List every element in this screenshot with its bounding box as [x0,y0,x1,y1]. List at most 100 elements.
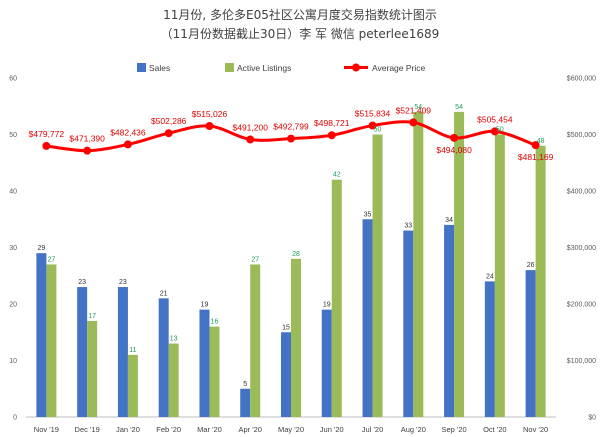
sales-bar [158,298,169,417]
legend-swatch-sales [137,63,146,72]
legend-label-sales: Sales [149,63,170,73]
sales-bar [444,224,455,417]
active-listings-data-label: 27 [251,256,259,263]
average-price-point [327,131,336,140]
left-tick-label: 60 [9,76,17,83]
sales-bar [321,309,332,417]
average-price-data-label: $471,390 [69,134,105,144]
sales-data-label: 35 [364,211,372,218]
sales-data-label: 24 [486,273,494,280]
active-listings-data-label: 27 [47,256,55,263]
active-listings-data-labels: 27 17 11 13 16 27 28 42 50 54 54 50 48 [47,104,544,354]
x-tick-label: Oct '20 [483,425,507,434]
active-listings-bar [46,264,57,417]
sales-data-label: 5 [243,381,247,388]
active-listings-data-label: 50 [496,127,504,134]
average-price-point [164,129,173,138]
left-tick-label: 50 [9,132,17,139]
legend-marker-average-price [352,63,360,72]
average-price-data-label: $481,169 [518,152,554,162]
active-listings-bar [535,145,546,418]
average-price-point [409,118,418,127]
average-price-point [450,133,459,142]
sales-bars [36,219,536,417]
active-listings-data-label: 50 [374,127,382,134]
chart-title: 11月份, 多伦多E05社区公寓月度交易指数统计图示 [163,7,437,22]
average-price-point [42,141,51,150]
average-price-data-label: $502,286 [151,116,187,126]
right-tick-label: $300,000 [567,245,596,252]
x-tick-label: May '20 [278,425,304,434]
average-price-point [123,140,132,149]
active-listings-data-label: 16 [211,319,219,326]
average-price-data-label: $521,409 [396,105,432,115]
average-price-data-label: $498,721 [314,118,350,128]
average-price-data-label: $492,799 [273,122,309,132]
x-tick-label: Dec '19 [75,425,100,434]
left-tick-label: 20 [9,302,17,309]
average-price-data-label: $479,772 [29,129,65,139]
legend: Sales Active Listings Average Price [137,63,426,73]
x-tick-label: Aug '20 [401,425,426,434]
sales-data-label: 33 [404,223,412,230]
active-listings-bar [454,111,465,418]
average-price-point [205,122,214,131]
sales-bar [281,332,291,417]
average-price-data-label: $482,436 [110,127,146,137]
average-price-data-label: $515,026 [192,109,228,119]
x-axis-ticks: Nov '19 Dec '19 Jan '20 Feb '20 Mar '20 Apr '… [34,425,548,434]
active-listings-bar [413,111,424,418]
active-listings-data-label: 11 [129,347,136,354]
right-tick-label: $400,000 [567,189,596,196]
x-tick-label: Feb '20 [156,425,181,434]
sales-bar [525,270,536,417]
active-listings-bar [291,258,301,417]
active-listings-data-label: 17 [88,313,96,320]
legend-swatch-active-listings [225,63,234,72]
sales-data-label: 19 [323,302,331,309]
legend-label-average-price: Average Price [372,63,426,73]
average-price-point [83,146,92,155]
active-listings-bar [250,264,261,417]
active-listings-data-label: 13 [170,336,178,343]
left-tick-label: 40 [9,189,17,196]
average-price-data-labels: $479,772 $471,390 $482,436 $502,286 $515,026… [29,105,554,162]
right-axis-ticks: $0 $100,000 $200,000 $300,000 $400,000 $500,0… [567,76,596,422]
average-price-point [490,127,499,136]
sales-data-label: 34 [445,217,453,224]
average-price-data-label: $494,080 [436,145,472,155]
x-tick-label: Apr '20 [238,425,262,434]
sales-data-label: 15 [282,324,290,331]
average-price-data-label: $515,834 [355,109,391,119]
x-tick-label: Jul '20 [362,425,383,434]
right-tick-label: $500,000 [567,132,596,139]
sales-data-label: 23 [119,279,127,286]
average-price-point [368,121,377,130]
active-listings-bars [46,111,546,418]
average-price-series [42,118,540,155]
active-listings-data-label: 54 [455,104,463,111]
average-price-point [531,141,540,150]
active-listings-data-label: 54 [414,104,422,111]
sales-bar [362,219,373,417]
active-listings-bar [127,354,138,417]
x-tick-label: Jun '20 [320,425,344,434]
active-listings-bar [209,326,220,417]
active-listings-bar [87,320,98,417]
active-listings-bar [372,134,383,417]
sales-bar [117,287,128,417]
x-tick-label: Sep '20 [441,425,466,434]
active-listings-data-label: 42 [333,172,341,179]
left-tick-label: 30 [9,245,17,252]
chart-subtitle: （11月份数据截止30日）李 军 微信 peterlee1689 [161,26,440,41]
sales-bar [484,281,495,417]
left-tick-label: 10 [9,358,17,365]
active-listings-data-label: 48 [537,138,545,145]
left-axis-ticks: 0 10 20 30 40 50 60 [9,76,17,422]
active-listings-data-label: 28 [292,251,300,258]
right-tick-label: $200,000 [567,302,596,309]
x-tick-label: Nov '20 [523,425,548,434]
active-listings-bar [168,343,179,417]
